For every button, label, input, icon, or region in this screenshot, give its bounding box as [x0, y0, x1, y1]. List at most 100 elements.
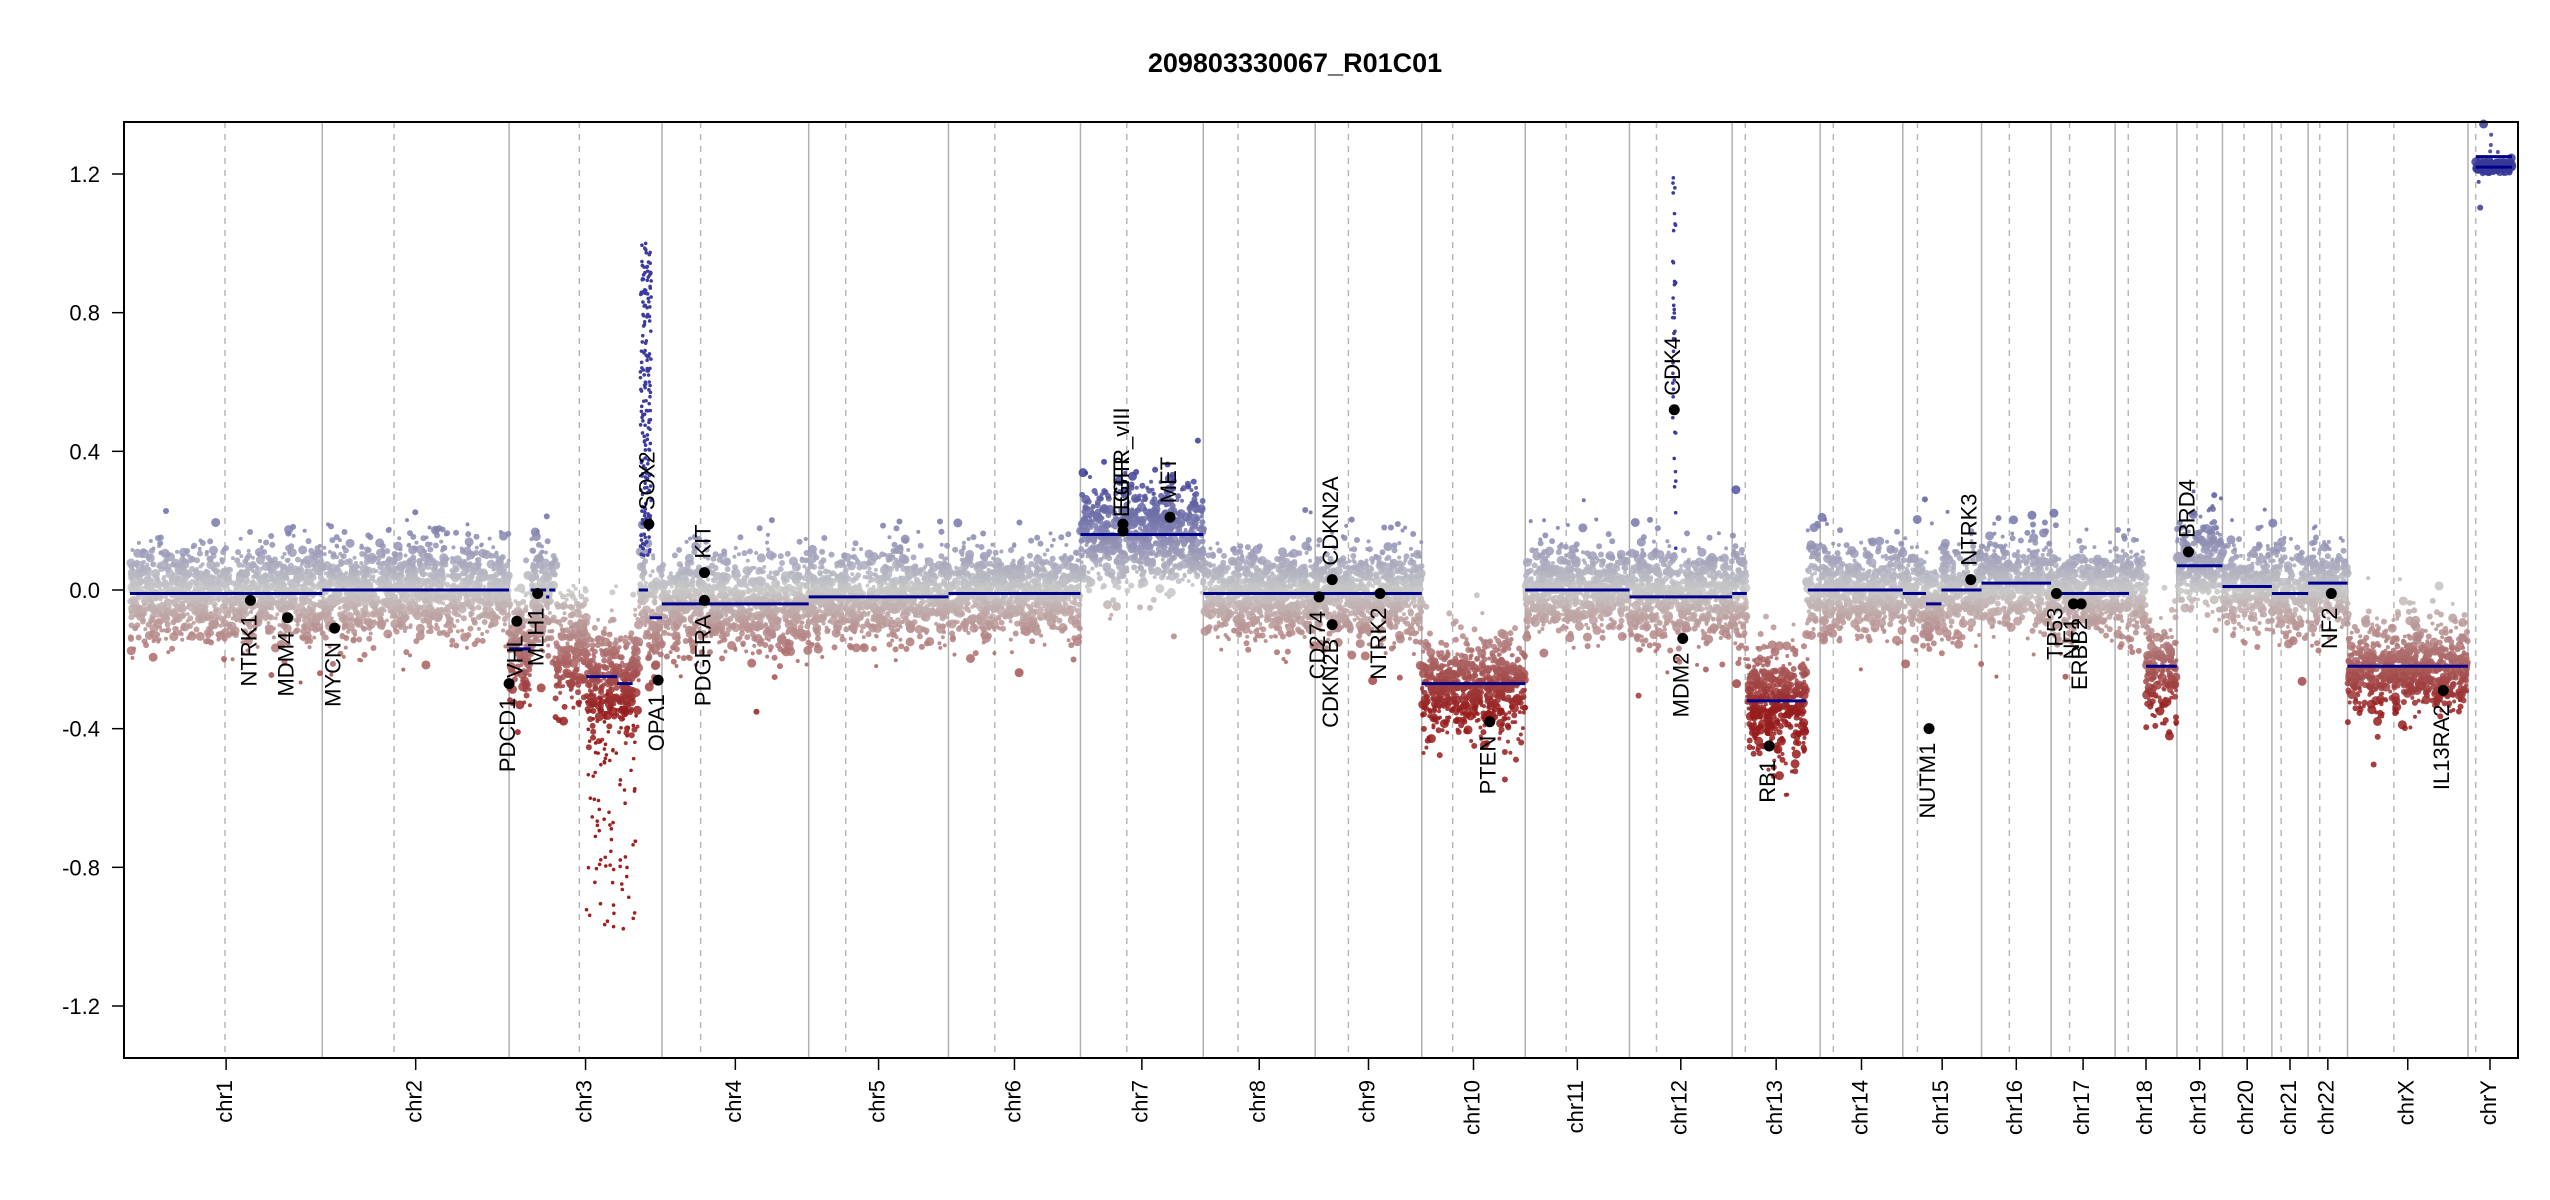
- probe-point: [500, 566, 507, 573]
- probe-point: [197, 546, 202, 551]
- probe-point: [873, 567, 878, 572]
- probe-point: [440, 629, 447, 636]
- probe-point: [200, 576, 207, 583]
- probe-point: [682, 580, 687, 585]
- probe-point: [558, 684, 563, 689]
- probe-point: [439, 539, 444, 544]
- probe-point: [241, 563, 246, 568]
- probe-point: [143, 579, 150, 586]
- probe-point: [425, 563, 432, 570]
- probe-point: [635, 724, 640, 729]
- probe-point: [648, 573, 653, 578]
- probe-point: [232, 596, 242, 606]
- probe-point: [910, 554, 917, 561]
- probe-point: [440, 594, 447, 601]
- probe-point: [319, 577, 326, 584]
- probe-point: [759, 570, 764, 575]
- probe-point: [485, 629, 490, 634]
- probe-point: [424, 541, 431, 548]
- probe-point: [529, 581, 536, 588]
- probe-point: [394, 615, 399, 620]
- probe-point: [445, 573, 450, 578]
- probe-point: [465, 631, 472, 638]
- probe-point: [491, 545, 496, 550]
- probe-point: [770, 632, 777, 639]
- probe-point: [684, 564, 691, 571]
- probe-point: [721, 548, 728, 555]
- probe-point: [716, 592, 723, 599]
- probe-point: [583, 613, 588, 618]
- probe-point: [535, 563, 540, 568]
- probe-point: [213, 607, 223, 617]
- probe-point: [218, 623, 223, 628]
- probe-point: [796, 538, 803, 545]
- probe-point: [628, 732, 635, 739]
- probe-point: [436, 595, 441, 600]
- probe-point: [394, 599, 401, 606]
- probe-point: [494, 600, 499, 605]
- probe-point: [499, 559, 504, 564]
- probe-point: [393, 628, 400, 635]
- probe-point: [480, 631, 485, 636]
- probe-point: [569, 658, 579, 668]
- probe-point: [169, 608, 179, 618]
- probe-point: [459, 564, 464, 569]
- probe-point: [674, 663, 679, 668]
- probe-point: [733, 546, 738, 551]
- probe-point: [195, 607, 200, 612]
- probe-point: [780, 575, 787, 582]
- probe-point: [529, 573, 536, 580]
- probe-point: [499, 554, 506, 561]
- probe-point: [374, 569, 379, 574]
- probe-point: [768, 575, 773, 580]
- probe-point: [567, 603, 574, 610]
- probe-point: [352, 555, 357, 560]
- probe-point: [414, 540, 419, 545]
- probe-point: [768, 648, 773, 653]
- probe-point: [396, 605, 403, 612]
- probe-point: [769, 556, 774, 561]
- probe-point: [590, 734, 597, 741]
- probe-point: [495, 605, 502, 612]
- probe-point: [327, 605, 334, 612]
- probe-point: [745, 616, 750, 621]
- probe-point: [777, 646, 784, 653]
- probe-point: [176, 563, 181, 568]
- probe-point: [158, 541, 163, 546]
- probe-point: [647, 627, 652, 632]
- probe-point: [246, 548, 251, 553]
- probe-point: [582, 587, 589, 594]
- probe-point: [724, 566, 731, 573]
- probe-point: [506, 558, 511, 563]
- probe-point: [193, 626, 200, 633]
- probe-point: [753, 708, 760, 715]
- probe-point: [751, 621, 756, 626]
- probe-point: [179, 613, 186, 620]
- probe-point: [315, 586, 320, 591]
- probe-point: [507, 601, 514, 608]
- probe-point: [851, 547, 856, 552]
- probe-point: [630, 657, 635, 662]
- probe-point: [633, 607, 638, 612]
- probe-point: [676, 546, 683, 553]
- probe-point: [939, 542, 944, 547]
- probe-point: [624, 666, 631, 673]
- probe-point: [615, 707, 620, 712]
- probe-point: [555, 660, 562, 667]
- probe-point: [557, 681, 562, 686]
- probe-point: [307, 645, 312, 650]
- probe-point: [149, 629, 156, 636]
- probe-point: [651, 580, 658, 587]
- probe-point: [759, 613, 766, 620]
- probe-point: [281, 658, 288, 665]
- probe-point: [746, 587, 753, 594]
- probe-point: [234, 579, 239, 584]
- probe-point: [614, 584, 619, 589]
- probe-point: [407, 604, 414, 611]
- probe-point: [484, 611, 489, 616]
- probe-point: [322, 552, 327, 557]
- probe-point: [804, 662, 809, 667]
- probe-point: [171, 600, 176, 605]
- probe-point: [244, 555, 251, 562]
- probe-point: [548, 635, 555, 642]
